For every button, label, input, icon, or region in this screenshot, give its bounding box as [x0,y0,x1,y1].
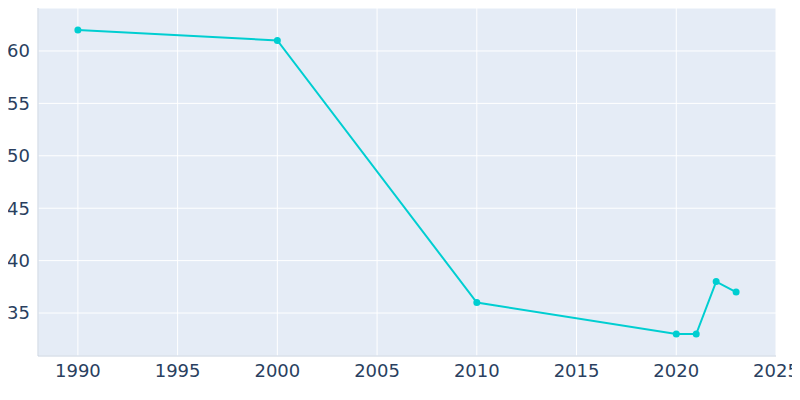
svg-text:2005: 2005 [354,360,400,381]
svg-text:50: 50 [8,145,30,166]
svg-text:35: 35 [8,302,30,323]
svg-text:2010: 2010 [454,360,500,381]
svg-text:2015: 2015 [554,360,600,381]
svg-text:40: 40 [8,250,30,271]
svg-text:45: 45 [8,198,30,219]
svg-text:1995: 1995 [155,360,201,381]
svg-text:60: 60 [8,40,30,61]
svg-text:2025: 2025 [753,360,792,381]
svg-text:2000: 2000 [254,360,300,381]
svg-text:55: 55 [8,93,30,114]
svg-text:1990: 1990 [55,360,101,381]
svg-text:2020: 2020 [653,360,699,381]
